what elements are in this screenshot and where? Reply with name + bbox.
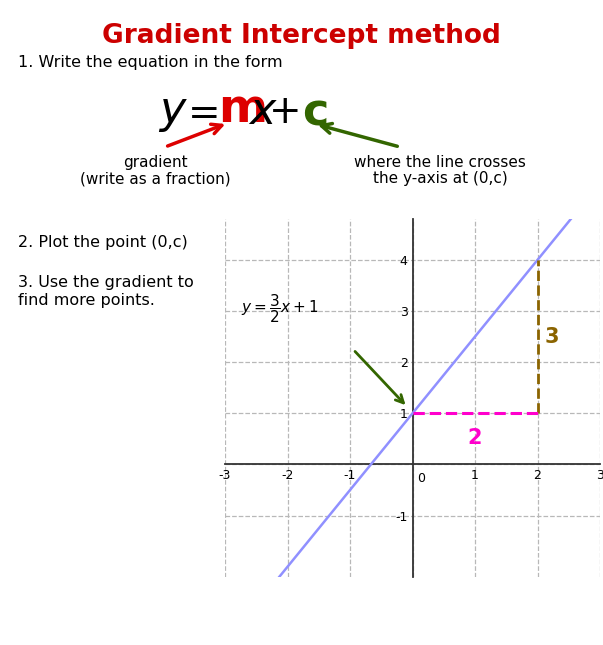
Text: $y=\dfrac{3}{2}x+1$: $y=\dfrac{3}{2}x+1$ [241,292,318,325]
Text: 0: 0 [417,472,426,485]
Text: find more points.: find more points. [18,293,155,308]
Text: Gradient Intercept method: Gradient Intercept method [101,23,500,49]
Text: the y-axis at (0,c): the y-axis at (0,c) [373,171,507,186]
Text: where the line crosses: where the line crosses [354,155,526,170]
Text: $\mathbf{c}$: $\mathbf{c}$ [302,90,327,134]
Text: 2: 2 [468,428,482,448]
Text: 3. Use the gradient to: 3. Use the gradient to [18,275,194,290]
Text: (write as a fraction): (write as a fraction) [80,171,230,186]
Text: 1. Write the equation in the form: 1. Write the equation in the form [18,55,283,70]
Text: 3: 3 [545,326,560,346]
Text: 2. Plot the point (0,c): 2. Plot the point (0,c) [18,235,188,250]
Text: $\it{y}$: $\it{y}$ [158,90,188,134]
Text: gradient: gradient [122,155,188,170]
Text: $=$: $=$ [180,93,218,131]
Text: $\it{x}$: $\it{x}$ [248,90,278,134]
Text: $\mathbf{m}$: $\mathbf{m}$ [218,88,265,132]
Text: $+$: $+$ [268,93,298,131]
